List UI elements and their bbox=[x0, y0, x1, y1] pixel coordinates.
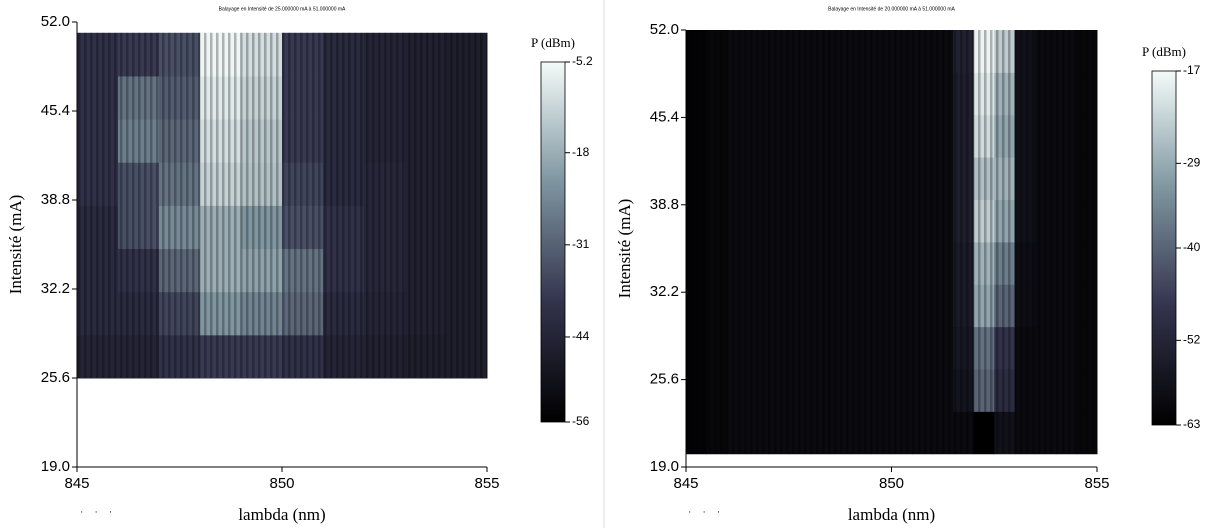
y-tick-label: 52.0 bbox=[650, 21, 679, 38]
stripe-texture bbox=[686, 30, 1097, 454]
colorbar-tick-label: -29 bbox=[1183, 156, 1201, 170]
y-tick-label: 32.2 bbox=[41, 280, 70, 297]
y-tick-label: 45.4 bbox=[41, 102, 70, 119]
y-axis-label: Intensité (mA) bbox=[615, 199, 634, 299]
y-tick-label: 52.0 bbox=[41, 13, 70, 30]
x-tick-label: 850 bbox=[879, 475, 904, 492]
x-tick-label: 845 bbox=[64, 475, 89, 492]
colorbar-label: P (dBm) bbox=[1142, 44, 1186, 59]
y-tick-label: 19.0 bbox=[41, 458, 70, 475]
x-axis-label: lambda (nm) bbox=[848, 505, 935, 524]
colorbar-tick-label: -31 bbox=[572, 237, 590, 251]
y-axis-label: Intensité (mA) bbox=[6, 195, 25, 295]
y-tick-label: 32.2 bbox=[650, 283, 679, 300]
colorbar-tick-label: -63 bbox=[1183, 417, 1201, 431]
chart-title: Balayage en Intensité de 20.000000 mA à … bbox=[828, 6, 955, 12]
dots: · · · bbox=[80, 507, 112, 518]
x-tick-label: 855 bbox=[1084, 475, 1109, 492]
colorbar-tick-label: -17 bbox=[1183, 63, 1201, 77]
y-tick-label: 25.6 bbox=[41, 369, 70, 386]
x-tick-label: 855 bbox=[474, 475, 499, 492]
colorbar bbox=[540, 61, 566, 423]
colorbar-tick-label: -18 bbox=[572, 145, 590, 159]
y-tick-label: 38.8 bbox=[650, 196, 679, 213]
colorbar-label: P (dBm) bbox=[531, 35, 575, 50]
dots: · · · bbox=[688, 507, 720, 518]
colorbar bbox=[1151, 70, 1177, 426]
chart-title: Balayage en Intensité de 25.000000 mA à … bbox=[219, 6, 346, 12]
y-tick-label: 38.8 bbox=[41, 191, 70, 208]
x-axis-label: lambda (nm) bbox=[238, 505, 325, 524]
colorbar-tick-label: -56 bbox=[572, 414, 590, 428]
y-tick-label: 25.6 bbox=[650, 371, 679, 388]
y-tick-label: 45.4 bbox=[650, 108, 679, 125]
stripe-texture bbox=[77, 32, 487, 379]
x-tick-label: 850 bbox=[269, 475, 294, 492]
colorbar-tick-label: -52 bbox=[1183, 333, 1201, 347]
x-tick-label: 845 bbox=[673, 475, 698, 492]
colorbar-tick-label: -40 bbox=[1183, 240, 1201, 254]
y-tick-label: 19.0 bbox=[650, 458, 679, 475]
colorbar-tick-label: -5.2 bbox=[572, 54, 593, 68]
colorbar-tick-label: -44 bbox=[572, 329, 590, 343]
